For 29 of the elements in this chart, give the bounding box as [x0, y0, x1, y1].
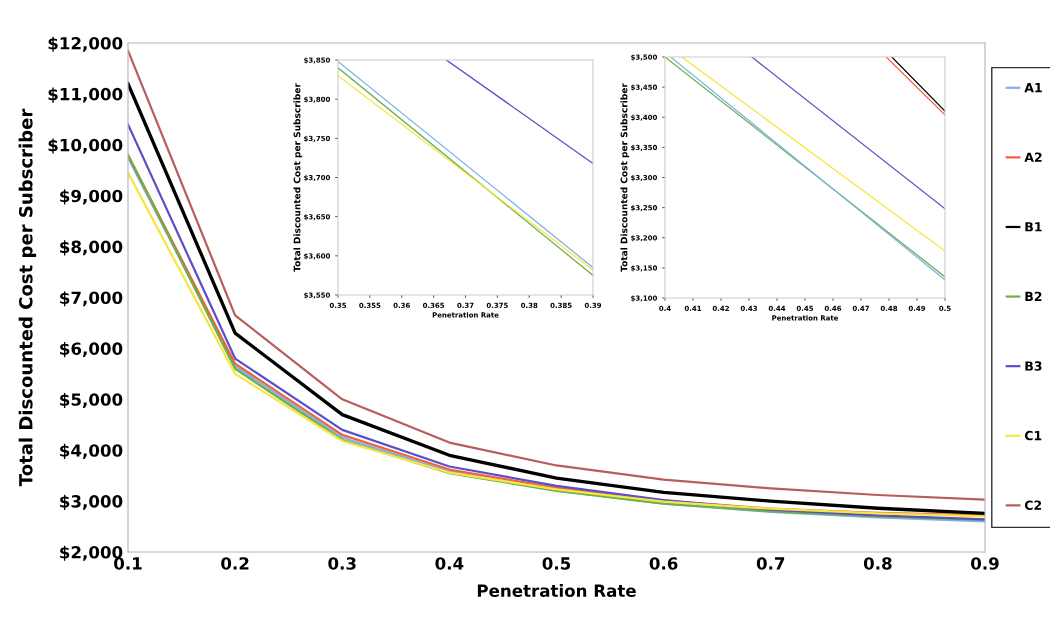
legend-label: A2 [1024, 152, 1042, 162]
y-tick-label: $9,000 [60, 189, 123, 205]
legend-label: B2 [1025, 291, 1042, 301]
x-tick-label: 0.8 [863, 557, 892, 570]
y-tick-label: $3,000 [60, 494, 123, 510]
y-tick-label: $11,000 [48, 87, 123, 103]
legend-label: C1 [1024, 430, 1042, 441]
y-axis-title: Total Discounted Cost per Subscriber [18, 108, 37, 487]
x-tick-label: 0.6 [649, 557, 678, 570]
legend-label: A1 [1024, 83, 1042, 93]
x-tick-label: 0.7 [756, 557, 785, 570]
x-tick-label: 0.2 [221, 557, 249, 570]
legend-label: B3 [1025, 361, 1042, 371]
x-tick-label: 0.3 [328, 557, 356, 570]
y-axis-title: Total Discounted Cost per Subscriber [293, 83, 303, 272]
y-tick-label: $5,000 [60, 392, 123, 409]
legend-label: C2 [1024, 500, 1042, 510]
y-tick-label: $10,000 [48, 138, 123, 154]
x-tick-label: 0.4 [435, 557, 464, 570]
y-axis-title: Total Discounted Cost per Subscriber [620, 83, 630, 272]
x-tick-label: 0.9 [971, 557, 999, 570]
y-tick-label: $7,000 [60, 291, 123, 307]
y-tick-label: $6,000 [60, 342, 123, 358]
y-tick-label: $4,000 [60, 443, 123, 459]
y-tick-label: $8,000 [60, 240, 123, 256]
legend-label: B1 [1025, 222, 1042, 232]
y-tick-label: $12,000 [48, 36, 123, 52]
x-tick-label: 0.5 [542, 557, 571, 570]
x-axis-title: Penetration Rate [477, 584, 636, 597]
